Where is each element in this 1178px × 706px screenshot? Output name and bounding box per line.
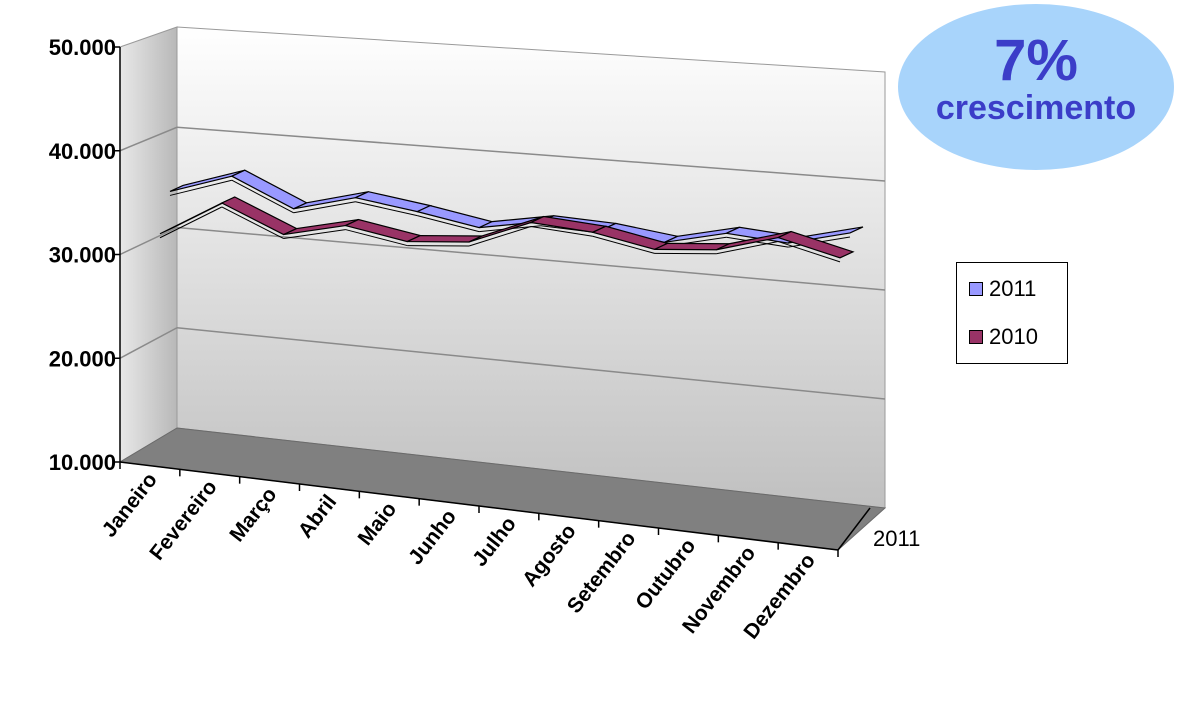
- y-tick-label: 50.000: [49, 35, 116, 60]
- series-2011-edge: [169, 179, 232, 196]
- series-2010-edge: [345, 229, 408, 247]
- series-2010-edge: [159, 206, 223, 239]
- legend-label-2010: 2010: [989, 324, 1038, 349]
- series-2011-edge: [417, 215, 480, 233]
- y-tick-label: 40.000: [49, 139, 116, 164]
- series-2010-edge: [530, 226, 593, 237]
- series-2010: [159, 196, 855, 263]
- series-2010-edge: [221, 206, 284, 239]
- x-category-label: Maio: [354, 498, 402, 550]
- y-tick-label: 20.000: [49, 346, 116, 371]
- chart-side-wall: [119, 26, 178, 463]
- series-2010-segment: [776, 230, 855, 259]
- x-axis-line: [119, 461, 839, 551]
- x-category-label: Outubro: [631, 535, 700, 614]
- x-category-label: Agosto: [518, 520, 581, 591]
- series-2011-edge: [231, 179, 294, 214]
- series-2011: [169, 169, 864, 248]
- gridline: [176, 126, 886, 182]
- x-category-label: Abril: [294, 491, 342, 543]
- growth-label: crescimento: [935, 89, 1137, 127]
- legend-swatch-2010: [969, 330, 983, 344]
- gridline-side: [119, 226, 178, 256]
- x-category-label: Janeiro: [98, 469, 162, 542]
- series-2010-edge: [716, 241, 779, 255]
- series-lines: [159, 169, 864, 263]
- depth-axis-line: [837, 507, 871, 551]
- x-category-label: Junho: [404, 505, 461, 569]
- series-2011-edge: [293, 201, 356, 214]
- series-2010-edge: [468, 226, 532, 247]
- series-2010-edge: [283, 229, 346, 240]
- gridlines: [113, 46, 886, 557]
- series-2010-edge: [592, 235, 655, 254]
- value-axis: [119, 47, 871, 551]
- depth-axis-label: 2011: [873, 526, 920, 551]
- chart-back-wall: [176, 26, 886, 509]
- series-2010-edge: [778, 241, 841, 263]
- gridline: [176, 226, 886, 291]
- legend-swatch-2011: [969, 282, 983, 296]
- y-tick-label: 30.000: [49, 243, 116, 268]
- gridline: [176, 327, 886, 400]
- growth-badge: 7% crescimento: [898, 4, 1174, 170]
- gridline-side: [119, 327, 178, 359]
- series-2011-edge: [355, 201, 418, 217]
- gridline-side: [119, 126, 178, 152]
- y-tick-label: 10.000: [49, 450, 116, 475]
- legend-item-2010: 2010: [969, 324, 1038, 349]
- legend-item-2011: 2011: [969, 276, 1037, 301]
- legend-label-2011: 2011: [989, 276, 1037, 301]
- growth-percent: 7%: [994, 28, 1078, 93]
- chart-legend: 2011 2010: [956, 262, 1068, 364]
- x-category-label: Julho: [468, 513, 521, 571]
- x-category-label: Março: [225, 483, 281, 546]
